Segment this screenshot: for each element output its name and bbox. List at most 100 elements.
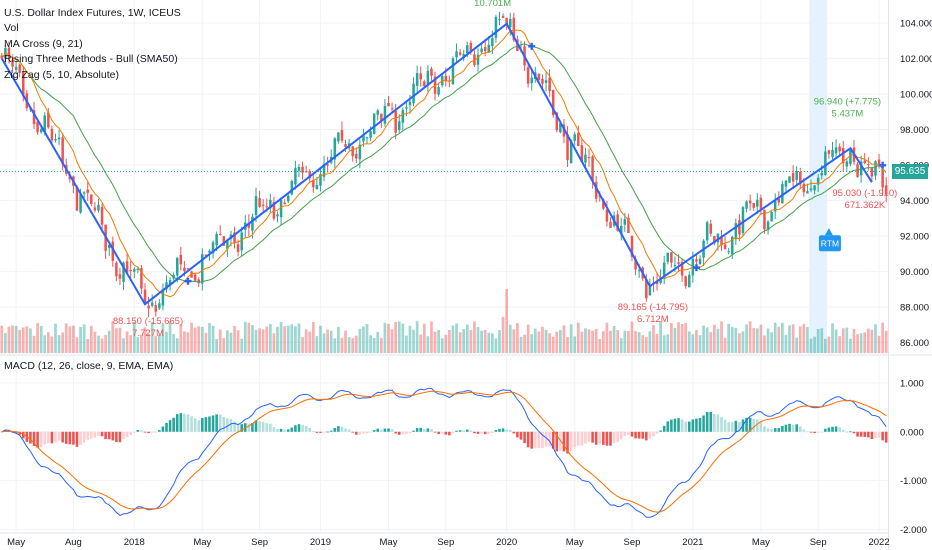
volume-bar — [841, 328, 845, 353]
candle-body — [333, 138, 337, 160]
volume-bar — [874, 324, 877, 353]
candle-body — [881, 169, 884, 188]
macd-histogram-bar — [0, 431, 4, 433]
candle-body — [265, 206, 269, 208]
macd-pane — [0, 387, 888, 518]
macd-histogram-bar — [806, 431, 809, 433]
candle-body — [451, 58, 455, 85]
time-axis-tick: 2021 — [682, 537, 703, 548]
candle-body — [630, 235, 634, 257]
candle-body — [688, 274, 691, 288]
candle-body — [276, 214, 279, 217]
pivot-label: 10.701M — [474, 0, 511, 9]
volume-bar — [823, 338, 827, 353]
volume-bar — [476, 327, 480, 353]
volume-bar — [806, 326, 809, 353]
volume-bar — [720, 321, 723, 353]
volume-bar — [655, 333, 659, 353]
legend-ma-cross[interactable]: MA Cross (9, 21) — [4, 37, 83, 50]
volume-bar — [175, 338, 179, 353]
volume-bar — [240, 338, 244, 353]
candle-body — [849, 148, 852, 165]
volume-bar — [601, 331, 605, 353]
volume-bar — [340, 337, 344, 353]
volume-bar — [362, 326, 365, 353]
macd-histogram-bar — [405, 431, 408, 435]
volume-bar — [222, 338, 226, 353]
volume-bar — [211, 325, 215, 353]
candle-body — [566, 134, 569, 161]
candle-body — [884, 185, 888, 195]
macd-histogram-bar — [455, 430, 458, 432]
candle-body — [380, 113, 383, 121]
macd-histogram-bar — [254, 420, 258, 432]
macd-histogram-bar — [186, 414, 190, 432]
volume-bar — [18, 329, 22, 353]
candle-body — [763, 209, 766, 230]
macd-histogram-bar — [569, 431, 573, 452]
macd-histogram-bar — [451, 431, 455, 433]
macd-histogram-bar — [698, 417, 702, 432]
candle-body — [455, 51, 458, 58]
macd-histogram-bar — [591, 431, 594, 443]
candle-body — [193, 274, 197, 281]
volume-bar — [200, 326, 204, 353]
macd-histogram-bar — [175, 414, 179, 432]
macd-histogram-bar — [734, 420, 738, 432]
macd-histogram-bar — [86, 431, 90, 440]
volume-bar — [394, 322, 398, 353]
candle-body — [437, 87, 440, 95]
volume-bar — [516, 323, 519, 353]
macd-histogram-bar — [125, 431, 129, 438]
volume-bar — [161, 323, 165, 353]
time-axis-tick: 2018 — [124, 537, 145, 548]
macd-histogram-bar — [161, 426, 165, 432]
candle-body — [584, 154, 587, 163]
legend-rising-three[interactable]: Rising Three Methods - Bull (SMA50) — [4, 53, 178, 66]
volume-bar — [741, 331, 745, 353]
legend-zigzag[interactable]: Zig Zag (5, 10, Absolute) — [4, 68, 119, 81]
volume-bar — [680, 324, 684, 353]
legend-vol[interactable]: Vol — [4, 22, 19, 35]
macd-histogram-bar — [702, 415, 705, 432]
candle-body — [662, 262, 666, 278]
candle-body — [412, 83, 415, 104]
macd-histogram-bar — [491, 431, 494, 434]
volume-bar — [129, 335, 133, 353]
macd-histogram-bar — [609, 431, 612, 446]
macd-histogram-bar — [559, 431, 562, 451]
candle-body — [197, 279, 200, 284]
macd-histogram-bar — [68, 431, 72, 445]
time-axis-tick: May — [7, 537, 25, 548]
volume-bar — [272, 333, 276, 353]
candle-body — [57, 137, 61, 140]
volume-bar — [473, 321, 476, 353]
candle-body — [312, 180, 315, 188]
macd-histogram-bar — [859, 431, 863, 437]
macd-histogram-bar — [218, 414, 222, 432]
volume-bar — [412, 329, 415, 353]
candle-body — [97, 204, 100, 211]
macd-histogram-bar — [380, 429, 383, 432]
candle-body — [856, 164, 859, 178]
symbol-title[interactable]: U.S. Dollar Index Futures, 1W, ICEUS — [4, 7, 181, 19]
volume-bar — [405, 335, 408, 353]
candle-body — [183, 267, 186, 272]
macd-histogram-bar — [709, 411, 713, 432]
moving-averages — [1, 29, 887, 298]
macd-legend[interactable]: MACD (12, 26, close, 9, EMA, EMA) — [4, 360, 174, 372]
candle-body — [36, 121, 39, 133]
volume-bar — [365, 323, 369, 353]
volume-bar — [168, 321, 172, 353]
volume-bar — [229, 332, 233, 353]
volume-bar — [197, 326, 201, 353]
candle-body — [738, 220, 741, 235]
candle-body — [430, 68, 433, 76]
candle-body — [741, 207, 745, 234]
volume-bar — [784, 334, 788, 353]
macd-histogram-bar — [573, 431, 576, 448]
volume-bar — [512, 329, 516, 353]
ma-slow-line — [1, 43, 887, 283]
macd-histogram-bar — [756, 419, 759, 432]
